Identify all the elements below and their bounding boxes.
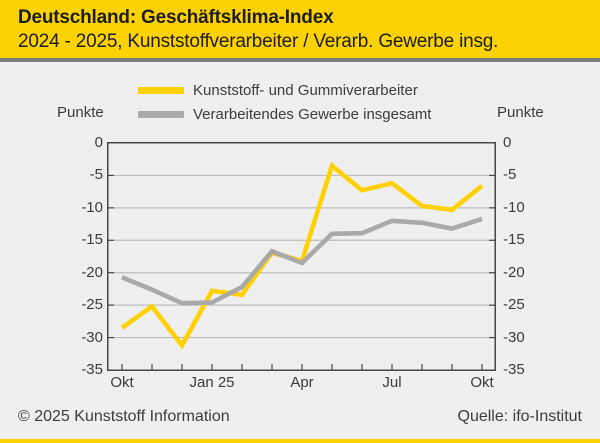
chart-title: Deutschland: Geschäftsklima-Index	[18, 7, 334, 28]
chart-legend: Kunststoff- und Gummiverarbeiter Verarbe…	[138, 81, 431, 129]
y-axis-tick-label: -35	[81, 361, 103, 378]
x-axis-tick-label: Okt	[110, 374, 134, 391]
header-separator	[0, 58, 600, 62]
y-axis-tick-label: 0	[94, 134, 103, 151]
y-axis-tick-label: -5	[503, 166, 517, 184]
footer-copyright: © 2025 Kunststoff Information	[18, 408, 230, 425]
y-axis-tick-label: -10	[81, 198, 103, 216]
chart-plot-area	[107, 142, 496, 371]
y-axis-tick-label: -20	[81, 263, 103, 281]
chart-header: Deutschland: Geschäftsklima-Index 2024 -…	[0, 0, 600, 58]
x-axis-tick-label: Jan 25	[189, 374, 235, 391]
y-axis-title-right: Punkte	[497, 104, 544, 121]
legend-label: Kunststoff- und Gummiverarbeiter	[193, 81, 418, 99]
y-axis-tick-label: -30	[81, 328, 103, 346]
legend-item-kunststoff: Kunststoff- und Gummiverarbeiter	[138, 81, 431, 99]
legend-swatch-gray	[138, 110, 184, 118]
series-line-kunststoff	[120, 161, 484, 350]
legend-label: Verarbeitendes Gewerbe insgesamt	[193, 105, 432, 123]
legend-swatch-yellow	[138, 86, 184, 94]
footer-source: Quelle: ifo-Institut	[457, 408, 583, 425]
y-axis-tick-label: -30	[503, 328, 525, 346]
y-axis-tick-label: 0	[503, 134, 512, 151]
series-line-gewerbe	[121, 216, 483, 306]
y-axis-tick-label: -25	[503, 296, 525, 314]
x-axis-tick-label: Okt	[470, 374, 494, 391]
line-chart-svg	[107, 142, 496, 371]
y-axis-tick-label: -15	[503, 231, 525, 249]
y-axis-tick-label: -35	[503, 361, 525, 378]
y-axis-tick-label: -20	[503, 263, 525, 281]
y-axis-tick-label: -10	[503, 198, 525, 216]
x-axis-tick-label: Apr	[290, 374, 314, 391]
chart-subtitle: 2024 - 2025, Kunststoffverarbeiter / Ver…	[18, 31, 499, 52]
legend-item-gewerbe: Verarbeitendes Gewerbe insgesamt	[138, 105, 431, 123]
x-axis-tick-label: Jul	[382, 374, 402, 391]
bottom-accent-strip	[0, 439, 600, 443]
y-axis-title-left: Punkte	[57, 104, 104, 121]
y-axis-tick-label: -15	[81, 231, 103, 249]
plot-frame	[107, 142, 496, 371]
y-axis-tick-label: -5	[89, 166, 103, 184]
y-axis-tick-label: -25	[81, 296, 103, 314]
